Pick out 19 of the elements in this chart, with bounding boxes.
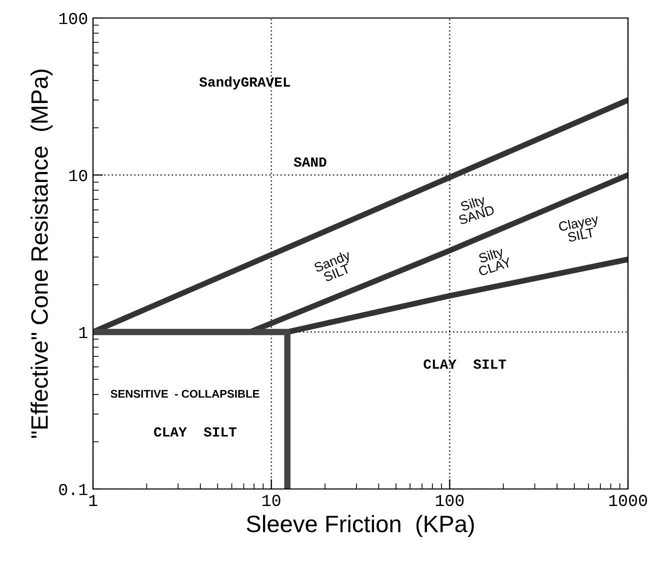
annotation: SandyGRAVEL xyxy=(199,76,290,90)
x-tick-label: 100 xyxy=(436,494,464,506)
annotation: Sandy SILT xyxy=(313,250,352,282)
y-axis-title: "Effective" Cone Resistance (MPa) xyxy=(30,70,53,438)
annotation: CLAY SILT xyxy=(154,427,236,437)
annotation: SAND xyxy=(294,157,326,167)
y-tick-label: 1 xyxy=(79,327,88,338)
x-tick-label: 1000 xyxy=(609,494,647,506)
annotation: SENSITIVE - COLLAPSIBLE xyxy=(110,390,260,398)
y-tick-label: 0.1 xyxy=(59,484,88,496)
x-axis-title: Sleeve Friction (KPa) xyxy=(246,514,474,537)
annotation: Silty CLAY xyxy=(478,246,512,276)
x-tick-label: 10 xyxy=(262,494,280,506)
y-tick-label: 100 xyxy=(59,12,88,24)
x-tick-label: 1 xyxy=(89,494,98,506)
annotation: CLAY SILT xyxy=(424,359,506,369)
annotation: Clayey SILT xyxy=(558,214,600,242)
y-tick-label: 10 xyxy=(69,170,88,182)
annotation: Silty SAND xyxy=(458,194,495,225)
